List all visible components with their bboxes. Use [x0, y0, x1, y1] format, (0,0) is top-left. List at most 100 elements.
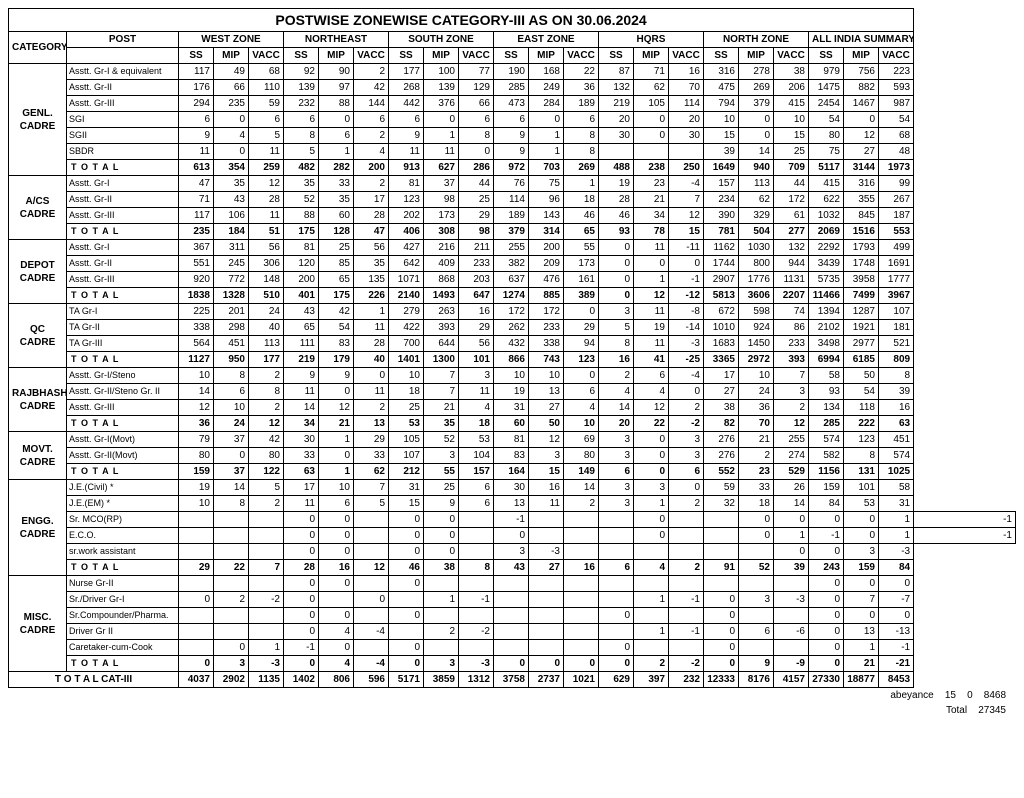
total-cell: 308 — [424, 224, 459, 240]
value-cell: 6 — [179, 112, 214, 128]
post-cell: TA Gr-III — [67, 336, 179, 352]
value-cell: 0 — [284, 544, 319, 560]
value-cell: 0 — [879, 576, 914, 592]
value-cell: 1776 — [739, 272, 774, 288]
value-cell: 1748 — [844, 256, 879, 272]
value-cell: 92 — [284, 64, 319, 80]
total-cell: 269 — [564, 160, 599, 176]
value-cell: 7 — [669, 192, 704, 208]
data-row: E.C.O.00000001-101-1 — [9, 528, 1016, 544]
value-cell: 1 — [424, 592, 459, 608]
value-cell: 0 — [319, 512, 354, 528]
value-cell: 6 — [459, 496, 494, 512]
value-cell: 27 — [529, 400, 564, 416]
value-cell: 6 — [214, 384, 249, 400]
value-cell: 206 — [774, 80, 809, 96]
value-cell: 1 — [634, 272, 669, 288]
value-cell: 2292 — [809, 240, 844, 256]
total-cell: 128 — [319, 224, 354, 240]
total-cell: 282 — [319, 160, 354, 176]
value-cell: 52 — [284, 192, 319, 208]
total-cell: 235 — [179, 224, 214, 240]
data-row: Asstt. Gr-II1766611013997422681391292852… — [9, 80, 1016, 96]
total-cell: 286 — [459, 160, 494, 176]
value-cell: 0 — [424, 544, 459, 560]
value-cell — [179, 512, 214, 528]
total-cell: 52 — [739, 560, 774, 576]
value-cell: 0 — [704, 624, 739, 640]
value-cell: 0 — [599, 608, 634, 624]
total-row: T O T A L2351845117512847406308983793146… — [9, 224, 1016, 240]
total-cell: 885 — [529, 288, 564, 304]
total-label: T O T A L — [67, 352, 179, 368]
value-cell: 219 — [599, 96, 634, 112]
value-cell: 274 — [774, 448, 809, 464]
value-cell: 43 — [214, 192, 249, 208]
value-cell: 0 — [704, 592, 739, 608]
value-cell — [494, 608, 529, 624]
zone-header: SOUTH ZONE — [389, 32, 494, 48]
value-cell: 36 — [739, 400, 774, 416]
data-row: ENGG.CADREJ.E.(Civil) *19145171073125630… — [9, 480, 1016, 496]
value-cell: 117 — [179, 64, 214, 80]
value-cell: 8 — [214, 368, 249, 384]
value-cell — [179, 576, 214, 592]
value-cell: -1 — [669, 272, 704, 288]
total-row: T O T A L1127950177219179401401130010186… — [9, 352, 1016, 368]
value-cell — [354, 528, 389, 544]
sub-header: VACC — [669, 48, 704, 64]
value-cell — [634, 640, 669, 656]
value-cell: -14 — [669, 320, 704, 336]
value-cell: 0 — [844, 576, 879, 592]
value-cell: 201 — [214, 304, 249, 320]
grand-total-cell: 8453 — [879, 672, 914, 688]
value-cell: 97 — [319, 80, 354, 96]
value-cell: 642 — [389, 256, 424, 272]
value-cell: 159 — [809, 480, 844, 496]
total-cell: 2069 — [809, 224, 844, 240]
value-cell: 38 — [704, 400, 739, 416]
value-cell: -1 — [809, 528, 844, 544]
value-cell: 2 — [599, 368, 634, 384]
value-cell — [459, 576, 494, 592]
value-cell: 16 — [879, 400, 914, 416]
total-cell: 0 — [634, 464, 669, 480]
total-cell: 529 — [774, 464, 809, 480]
value-cell — [214, 624, 249, 640]
sub-header: SS — [389, 48, 424, 64]
value-cell — [214, 608, 249, 624]
data-row: SBDR1101151411110918391425752748 — [9, 144, 1016, 160]
value-cell: 0 — [284, 528, 319, 544]
value-cell: 5 — [249, 480, 284, 496]
value-cell: 0 — [809, 624, 844, 640]
value-cell — [669, 528, 704, 544]
value-cell: 0 — [214, 112, 249, 128]
value-cell: 3 — [634, 480, 669, 496]
post-cell: sr.work assistant — [67, 544, 179, 560]
value-cell: 30 — [494, 480, 529, 496]
total-cell: 38 — [424, 560, 459, 576]
value-cell: 223 — [879, 64, 914, 80]
total-cell: 12 — [354, 560, 389, 576]
value-cell: -3 — [529, 544, 564, 560]
value-cell: -3 — [669, 336, 704, 352]
total-cell: 23 — [739, 464, 774, 480]
total-cell: 0 — [389, 656, 424, 672]
sub-header: VACC — [879, 48, 914, 64]
value-cell: 0 — [284, 624, 319, 640]
value-cell: 29 — [564, 320, 599, 336]
value-cell: -7 — [879, 592, 914, 608]
total-row: T O T A L1838132851040117522621401493647… — [9, 288, 1016, 304]
value-cell — [564, 512, 599, 528]
total-cell: 781 — [704, 224, 739, 240]
value-cell: 11 — [424, 144, 459, 160]
total-cell: 3365 — [704, 352, 739, 368]
value-cell — [354, 544, 389, 560]
value-cell: 284 — [529, 96, 564, 112]
value-cell: 316 — [844, 176, 879, 192]
value-cell: 0 — [774, 544, 809, 560]
total-cell: -9 — [774, 656, 809, 672]
value-cell: 255 — [494, 240, 529, 256]
value-cell: 564 — [179, 336, 214, 352]
value-cell: 30 — [669, 128, 704, 144]
